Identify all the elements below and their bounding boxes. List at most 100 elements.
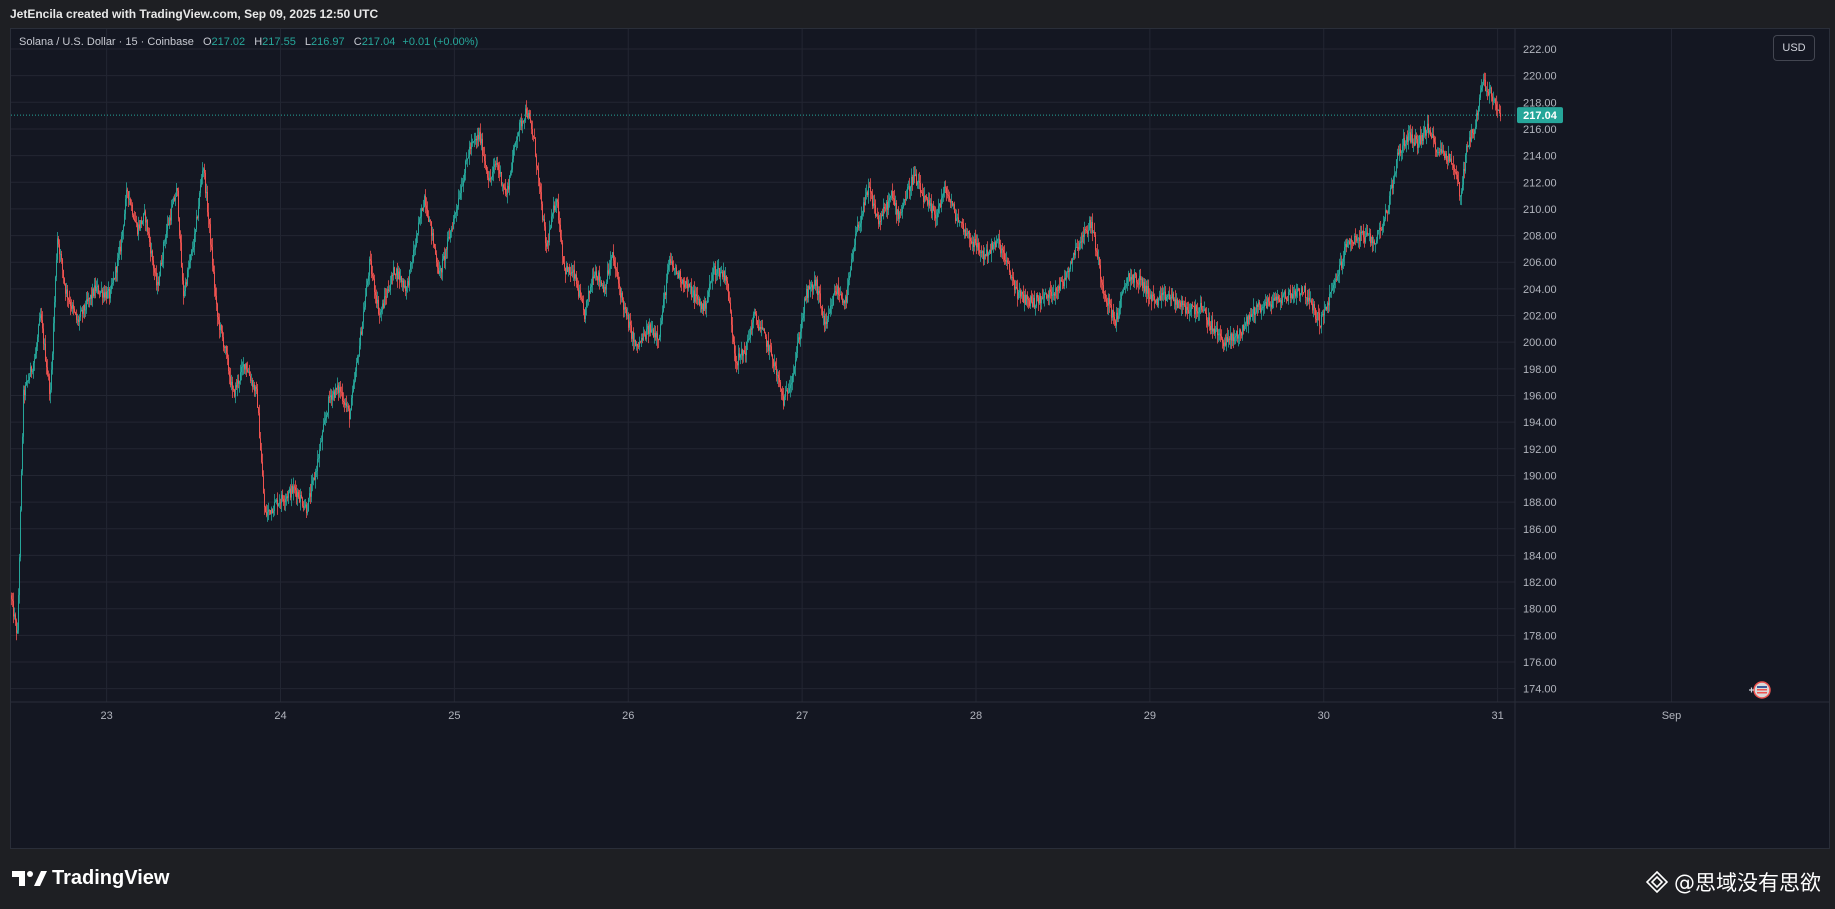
candle-body [1338, 274, 1340, 277]
currency-button[interactable]: USD [1773, 35, 1815, 61]
price-chart[interactable]: 222.00220.00218.00216.00214.00212.00210.… [11, 29, 1829, 848]
candle-body [1377, 230, 1379, 241]
candle-body [1384, 219, 1386, 222]
candle-body [1267, 298, 1269, 309]
candle-body [1252, 313, 1254, 317]
candle-body [1144, 282, 1146, 292]
candle-body [339, 387, 341, 393]
candle-body [633, 331, 635, 342]
candle-body [737, 363, 739, 366]
candle-body [850, 270, 852, 276]
candle-body [239, 380, 241, 384]
candle-body [1216, 328, 1218, 330]
candle-body [59, 244, 61, 255]
candle-body [694, 290, 696, 302]
candle-body [642, 337, 644, 341]
candle-body [535, 138, 537, 157]
candle-body [568, 267, 570, 272]
candle-body [752, 322, 754, 330]
candle-body [17, 630, 19, 633]
candle-body [1349, 241, 1351, 245]
candle-body [327, 412, 329, 415]
candle-body [1028, 299, 1030, 301]
economic-events-icon[interactable] [1746, 680, 1772, 700]
candle-body [1282, 295, 1284, 304]
candle-body [519, 122, 521, 133]
candle-body [496, 162, 498, 165]
candle-body [476, 138, 478, 141]
candle-body [329, 397, 331, 398]
candle-body [54, 302, 56, 324]
candle-body [257, 388, 259, 408]
candle-body [250, 375, 252, 381]
candle-body [921, 192, 923, 194]
x-tick-label: 29 [1144, 710, 1156, 722]
candle-body [961, 221, 963, 223]
candle-body [346, 403, 348, 407]
candle-body [319, 449, 321, 459]
candle-body [317, 458, 319, 472]
candle-body [962, 221, 964, 224]
candle-body [975, 238, 977, 244]
candle-body [1241, 332, 1243, 336]
candle-body [1120, 299, 1122, 309]
candle-body [653, 329, 655, 338]
candle-body [442, 258, 444, 273]
candle-body [881, 214, 883, 222]
candle-body [23, 389, 25, 437]
candle-body [924, 196, 926, 203]
candle-body [727, 280, 729, 284]
candle-body [1407, 136, 1409, 142]
candle-body [1063, 281, 1065, 287]
candle-body [1158, 297, 1160, 306]
candle-body [1500, 112, 1502, 117]
candle-body [303, 506, 305, 508]
candle-body [816, 279, 818, 286]
candle-body [783, 395, 785, 406]
candle-body [1081, 241, 1083, 243]
candle-body [412, 261, 414, 263]
candle-body [966, 233, 968, 237]
candle-body [206, 191, 208, 194]
candle-body [484, 155, 486, 162]
candle-body [1062, 281, 1064, 283]
candle-body [865, 194, 867, 206]
candle-body [416, 234, 418, 246]
candle-body [466, 160, 468, 162]
candle-body [1356, 236, 1358, 241]
candle-body [1444, 152, 1446, 159]
candle-body [703, 303, 705, 311]
candle-body [151, 250, 153, 254]
candle-body [1437, 152, 1439, 153]
legend-high-value: 217.55 [262, 36, 296, 48]
candle-body [277, 499, 279, 507]
candle-body [461, 185, 463, 194]
candle-body [1200, 302, 1202, 308]
candle-body [926, 196, 928, 199]
candle-body [237, 380, 239, 388]
candle-body [302, 498, 304, 507]
candle-body [747, 339, 749, 342]
candle-body [593, 276, 595, 279]
candle-body [1226, 337, 1228, 346]
x-tick-label: 25 [448, 710, 460, 722]
candle-body [337, 385, 339, 390]
candle-body [661, 320, 663, 324]
candle-body [709, 283, 711, 292]
candle-body [391, 275, 393, 285]
candle-body [945, 186, 947, 188]
candle-body [524, 119, 526, 122]
y-tick-label: 208.00 [1523, 231, 1557, 243]
tradingview-brand[interactable]: TradingView [12, 867, 169, 890]
candle-body [654, 332, 656, 338]
candle-body [357, 357, 359, 363]
candle-body [639, 341, 641, 347]
candle-body [919, 180, 921, 184]
candle-body [508, 185, 510, 190]
candle-body [1049, 289, 1051, 298]
candle-body [787, 390, 789, 393]
candle-body [655, 332, 657, 338]
candle-body [400, 276, 402, 280]
chart-panel[interactable]: 222.00 220.00 218.00 216.00 214.00 212.00 210.… [10, 28, 1830, 849]
legend-symbol[interactable]: Solana / U.S. Dollar · 15 · Coinbase [19, 36, 194, 48]
